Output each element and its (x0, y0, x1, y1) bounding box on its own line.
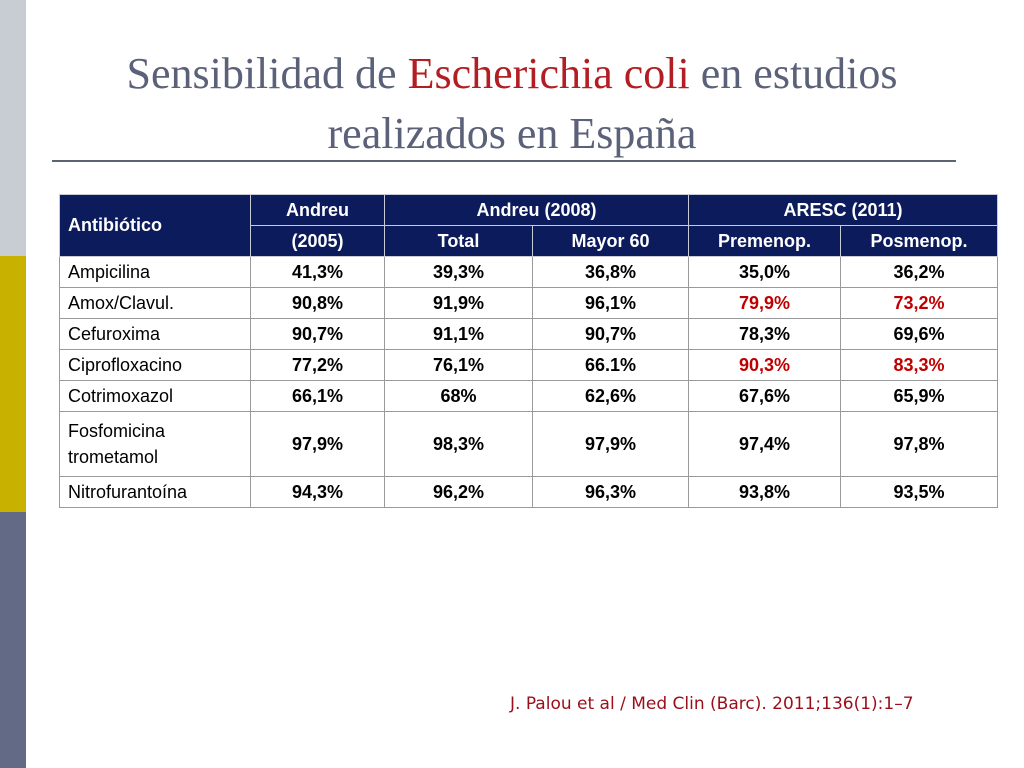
title-highlight: Escherichia coli (407, 49, 690, 98)
row-antibiotic-name: Fosfomicina trometamol (59, 411, 251, 477)
cell-value: 36,8% (531, 256, 690, 288)
title-underline (52, 160, 956, 162)
row-antibiotic-name-line2: trometamol (68, 447, 159, 467)
row-antibiotic-name: Ciprofloxacino (59, 349, 251, 381)
cell-value: 93,8% (688, 476, 842, 508)
accent-bar-middle (0, 256, 26, 512)
title-part-2: en estudios realizados en España (327, 49, 898, 158)
cell-value: 67,6% (688, 380, 842, 412)
table-row: Nitrofurantoína 94,3% 96,2% 96,3% 93,8% … (59, 476, 999, 508)
header-row-1: Antibiótico Andreu Andreu (2008) ARESC (… (59, 194, 999, 257)
cell-value: 35,0% (688, 256, 842, 288)
cell-value: 77,2% (250, 349, 385, 381)
title-part-1: Sensibilidad de (126, 49, 408, 98)
row-antibiotic-name: Cotrimoxazol (59, 380, 251, 412)
cell-value: 96,3% (531, 476, 690, 508)
cell-value: 90,7% (250, 318, 385, 350)
table-row: Ampicilina 41,3% 39,3% 36,8% 35,0% 36,2% (59, 256, 999, 288)
header-posmenop: Posmenop. (840, 225, 999, 257)
cell-value: 36,2% (840, 256, 999, 288)
cell-value: 97,9% (531, 411, 690, 477)
table-row: Amox/Clavul. 90,8% 91,9% 96,1% 79,9% 73,… (59, 287, 999, 319)
cell-value: 90,7% (531, 318, 690, 350)
row-antibiotic-name: Nitrofurantoína (59, 476, 251, 508)
header-premenop: Premenop. (688, 225, 842, 257)
table-row: Cefuroxima 90,7% 91,1% 90,7% 78,3% 69,6% (59, 318, 999, 350)
cell-value-highlighted: 73,2% (840, 287, 999, 319)
cell-value: 90,8% (250, 287, 385, 319)
row-antibiotic-name: Ampicilina (59, 256, 251, 288)
cell-value: 93,5% (840, 476, 999, 508)
cell-value: 66.1% (531, 349, 690, 381)
header-andreu-2005-line1: Andreu (250, 194, 385, 226)
row-antibiotic-name-line1: Fosfomicina (68, 421, 166, 441)
cell-value: 76,1% (384, 349, 533, 381)
header-row-2: (2005) Total Mayor 60 Premenop. Posmenop… (60, 225, 999, 257)
cell-value: 62,6% (531, 380, 690, 412)
cell-value: 68% (384, 380, 533, 412)
cell-value-highlighted: 90,3% (688, 349, 842, 381)
table-row: Ciprofloxacino 77,2% 76,1% 66.1% 90,3% 8… (59, 349, 999, 381)
table-row: Fosfomicina trometamol 97,9% 98,3% 97,9% … (59, 411, 999, 477)
cell-value: 91,9% (384, 287, 533, 319)
sensitivity-table: Antibiótico Andreu Andreu (2008) ARESC (… (59, 194, 999, 508)
header-andreu-2005-line2: (2005) (250, 225, 385, 257)
header-aresc-2011: ARESC (2011) (688, 194, 999, 226)
header-total: Total (384, 225, 533, 257)
accent-bar-bottom (0, 512, 26, 768)
cell-value: 65,9% (840, 380, 999, 412)
slide-title: Sensibilidad de Escherichia coli en estu… (40, 44, 984, 164)
header-antibiotic: Antibiótico (59, 194, 251, 257)
row-antibiotic-name: Cefuroxima (59, 318, 251, 350)
cell-value: 39,3% (384, 256, 533, 288)
cell-value: 97,8% (840, 411, 999, 477)
table-row: Cotrimoxazol 66,1% 68% 62,6% 67,6% 65,9% (59, 380, 999, 412)
cell-value: 78,3% (688, 318, 842, 350)
header-mayor-60: Mayor 60 (531, 225, 690, 257)
cell-value: 98,3% (384, 411, 533, 477)
cell-value: 96,2% (384, 476, 533, 508)
header-andreu-2008: Andreu (2008) (383, 194, 690, 226)
cell-value: 66,1% (250, 380, 385, 412)
cell-value-highlighted: 79,9% (688, 287, 842, 319)
row-antibiotic-name: Amox/Clavul. (59, 287, 251, 319)
source-citation: J. Palou et al / Med Clin (Barc). 2011;1… (510, 694, 914, 714)
cell-value-highlighted: 83,3% (840, 349, 999, 381)
cell-value: 97,9% (250, 411, 385, 477)
cell-value: 94,3% (250, 476, 385, 508)
cell-value: 91,1% (384, 318, 533, 350)
cell-value: 69,6% (840, 318, 999, 350)
cell-value: 41,3% (250, 256, 385, 288)
cell-value: 97,4% (688, 411, 842, 477)
accent-bar-top (0, 0, 26, 256)
cell-value: 96,1% (531, 287, 690, 319)
